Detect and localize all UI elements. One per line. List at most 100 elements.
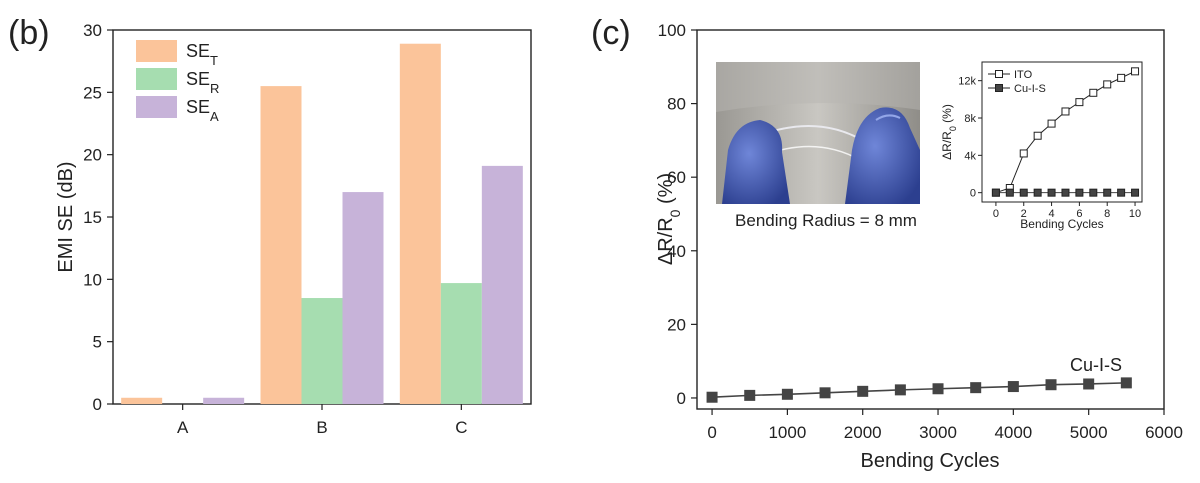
- bar-ser-c: [440, 283, 482, 404]
- bar-sea-b: [342, 192, 384, 404]
- legend-label: SER: [186, 69, 219, 96]
- x-tick-label: 5000: [1070, 423, 1108, 442]
- y-tick-label: 0: [93, 395, 102, 414]
- inset-data-point: [1089, 88, 1098, 97]
- inset-legend-label: ITO: [1014, 69, 1033, 81]
- data-point: [819, 387, 831, 399]
- inset-x-tick-label: 6: [1076, 208, 1082, 220]
- series-line: [712, 382, 1127, 399]
- bar-set-b: [260, 86, 302, 404]
- series-annotation: Cu-I-S: [1070, 355, 1122, 375]
- inset-legend-marker: [995, 70, 1003, 78]
- inset-legend: ITO Cu-I-S: [988, 69, 1046, 95]
- inset-data-point: [1005, 188, 1014, 197]
- legend-label: SEA: [186, 97, 219, 124]
- inset-legend-marker: [995, 84, 1003, 92]
- y-tick-label: 20: [83, 146, 102, 165]
- inset-data-point: [1019, 188, 1028, 197]
- data-point: [970, 382, 982, 394]
- inset-series: [991, 67, 1140, 197]
- inset-data-point: [1075, 98, 1084, 107]
- inset-data-point: [1089, 188, 1098, 197]
- y-tick-label: 0: [677, 389, 686, 408]
- inset-x-tick-label: 0: [993, 208, 999, 220]
- x-tick-label: 1000: [768, 423, 806, 442]
- data-point: [781, 388, 793, 400]
- x-tick-label: 3000: [919, 423, 957, 442]
- data-point: [1007, 381, 1019, 393]
- x-tick-label: B: [316, 418, 327, 437]
- inset-data-point: [1047, 188, 1056, 197]
- x-tick-label: A: [177, 418, 189, 437]
- x-tick-label: C: [455, 418, 467, 437]
- data-point: [857, 385, 869, 397]
- legend-swatch: [136, 96, 177, 118]
- data-point: [1045, 379, 1057, 391]
- inset-y-tick-label: 4k: [964, 150, 976, 162]
- bar-ser-b: [301, 298, 343, 404]
- bar-set-c: [399, 43, 441, 405]
- legend-swatch: [136, 40, 177, 62]
- inset-data-point: [1103, 188, 1112, 197]
- inset-x-axis: 0 2 4 6 8 10: [993, 202, 1141, 220]
- x-tick-label: 4000: [994, 423, 1032, 442]
- y-tick-label: 80: [667, 95, 686, 114]
- data-point: [706, 391, 718, 403]
- bars-b: [121, 43, 523, 405]
- data-point: [1120, 377, 1132, 389]
- x-tick-label: 6000: [1145, 423, 1183, 442]
- x-axis-title-c: Bending Cycles: [861, 450, 1000, 472]
- y-tick-label: 15: [83, 208, 102, 227]
- bar-sea-a: [203, 397, 245, 404]
- data-point: [894, 384, 906, 396]
- y-axis-c: 0 20 40 60 80 100: [658, 21, 697, 408]
- inset-x-tick-label: 8: [1104, 208, 1110, 220]
- inset-x-tick-label: 2: [1021, 208, 1027, 220]
- y-axis-title-c: ΔR/R0 (%): [655, 173, 683, 265]
- inset-data-point: [1117, 73, 1126, 82]
- inset-data-point: [991, 188, 1000, 197]
- inset-data-point: [1061, 107, 1070, 116]
- y-tick-label: 60: [667, 168, 686, 187]
- inset-data-point: [1075, 188, 1084, 197]
- plot-frame-c: [696, 29, 1165, 410]
- inset-data-point: [1033, 131, 1042, 140]
- y-tick-label: 40: [667, 242, 686, 261]
- legend-swatch: [136, 68, 177, 90]
- inset-x-tick-label: 4: [1049, 208, 1055, 220]
- bar-set-a: [121, 397, 163, 404]
- inset-y-tick-label: 8k: [964, 113, 976, 125]
- bending-photo: [716, 62, 920, 204]
- inset-data-point: [1019, 149, 1028, 158]
- inset-y-tick-label: 12k: [958, 76, 976, 88]
- data-point: [744, 389, 756, 401]
- series-c: [706, 377, 1132, 403]
- inset-y-tick-label: 0: [970, 188, 976, 200]
- inset-data-point: [1117, 188, 1126, 197]
- inset-data-point: [1047, 119, 1056, 128]
- bar-sea-c: [481, 165, 523, 404]
- inset-x-title: Bending Cycles: [1020, 217, 1103, 231]
- y-axis-b: 0 5 10 15 20 25 30: [83, 21, 113, 414]
- x-axis-b: A B C: [177, 404, 467, 437]
- y-tick-label: 100: [658, 21, 686, 40]
- x-tick-label: 0: [707, 423, 716, 442]
- inset-data-point: [1103, 80, 1112, 89]
- inset-frame: [981, 61, 1143, 203]
- inset-data-point: [1033, 188, 1042, 197]
- data-point: [932, 383, 944, 395]
- inset-chart: 0 4k 8k 12k 0 2 4 6 8 10 ITO Cu-I-S Bending Cycle…: [940, 61, 1143, 231]
- panel-b-label: (b): [8, 14, 50, 52]
- y-tick-label: 5: [93, 333, 102, 352]
- y-tick-label: 25: [83, 83, 102, 102]
- x-tick-label: 2000: [844, 423, 882, 442]
- x-axis-c: 0 1000 2000 3000 4000 5000 6000: [707, 409, 1183, 442]
- panel-c-label: (c): [591, 14, 631, 52]
- inset-data-point: [1131, 188, 1140, 197]
- legend-label: SET: [186, 41, 218, 68]
- y-axis-title-b: EMI SE (dB): [55, 161, 77, 272]
